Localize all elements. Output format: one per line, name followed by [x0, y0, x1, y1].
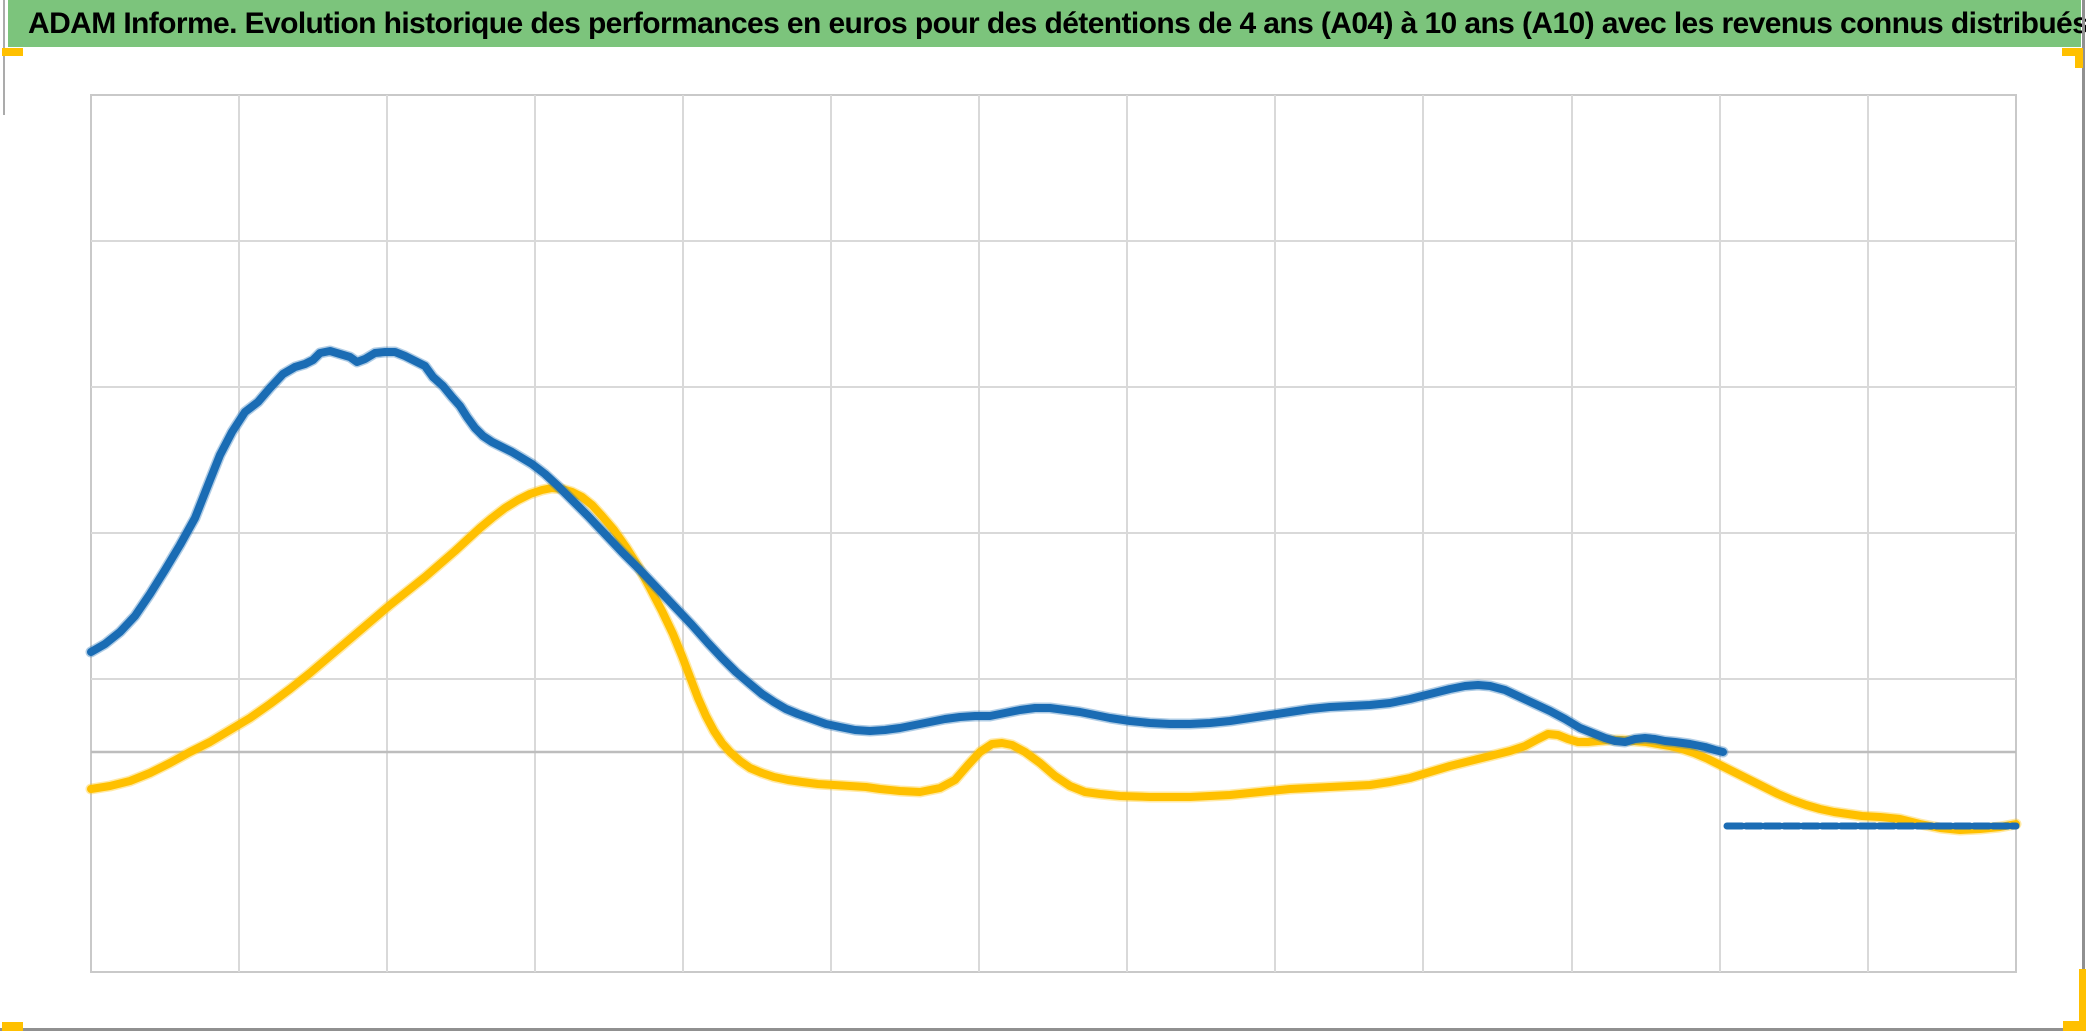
- series_yellow-line: [87, 484, 2020, 834]
- corner-mark-top-right-tail: [2075, 48, 2083, 68]
- chart-title: ADAM Informe. Evolution historique des p…: [28, 6, 2086, 40]
- corner-mark-bottom-left: [2, 1022, 23, 1031]
- series_blue-line: [87, 347, 1727, 756]
- series_yellow-marker-halo: [85, 482, 2022, 836]
- frame-bottom-line: [0, 1028, 2086, 1031]
- corner-mark-bottom-right: [2079, 969, 2086, 1031]
- frame-left-edge-line: [3, 0, 5, 115]
- corner-mark-top-left: [2, 48, 23, 56]
- corner-mark-bottom-right-foot: [2063, 1021, 2086, 1031]
- frame-right-line: [2082, 0, 2085, 1031]
- corner-mark-top-right: [2062, 48, 2083, 56]
- chart-title-bar: ADAM Informe. Evolution historique des p…: [8, 0, 2086, 47]
- series_blue-marker-halo: [85, 345, 1729, 758]
